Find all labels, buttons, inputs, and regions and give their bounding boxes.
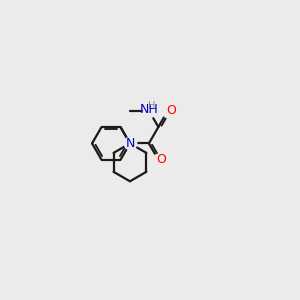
Text: H: H xyxy=(148,100,156,110)
Text: O: O xyxy=(166,104,176,117)
Text: NH: NH xyxy=(140,103,158,116)
Text: N: N xyxy=(125,137,135,150)
Text: O: O xyxy=(156,153,166,166)
